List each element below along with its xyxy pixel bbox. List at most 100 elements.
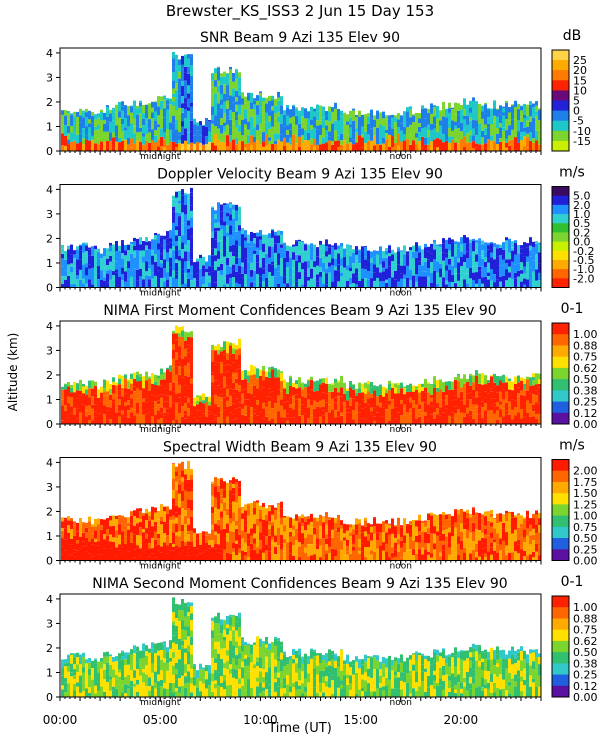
- data-cell: [376, 412, 379, 424]
- data-cell: [367, 384, 370, 392]
- data-cell: [202, 534, 205, 539]
- data-cell: [463, 129, 466, 137]
- data-cell: [211, 481, 214, 484]
- data-cell: [109, 261, 112, 270]
- data-cell: [181, 212, 184, 224]
- data-cell: [538, 242, 541, 245]
- data-cell: [319, 240, 322, 245]
- data-cell: [154, 235, 157, 240]
- data-cell: [481, 258, 484, 267]
- data-cell: [262, 268, 265, 274]
- data-cell: [319, 111, 322, 121]
- data-cell: [406, 412, 409, 424]
- data-cell: [472, 238, 475, 241]
- data-cell: [418, 549, 421, 561]
- data-cell: [352, 139, 355, 145]
- data-cell: [301, 382, 304, 384]
- data-cell: [175, 209, 178, 213]
- data-cell: [388, 244, 391, 246]
- data-cell: [178, 65, 181, 72]
- data-cell: [298, 244, 301, 253]
- data-cell: [397, 402, 400, 413]
- data-cell: [190, 192, 193, 196]
- data-cell: [109, 407, 112, 419]
- colorbar-swatch: [552, 323, 569, 335]
- data-cell: [307, 407, 310, 419]
- data-cell: [67, 414, 70, 418]
- data-cell: [439, 125, 442, 134]
- data-cell: [184, 102, 187, 110]
- data-cell: [127, 144, 130, 151]
- data-cell: [61, 244, 64, 249]
- data-cell: [172, 254, 175, 263]
- data-cell: [148, 279, 151, 288]
- data-cell: [214, 214, 217, 219]
- data-cell: [190, 383, 193, 393]
- data-cell: [394, 257, 397, 265]
- data-cell: [325, 512, 328, 514]
- data-cell: [427, 404, 430, 408]
- data-cell: [460, 240, 463, 245]
- data-cell: [199, 537, 202, 545]
- data-cell: [517, 245, 520, 254]
- data-cell: [280, 96, 283, 106]
- data-cell: [361, 387, 364, 393]
- data-cell: [172, 195, 175, 200]
- data-cell: [115, 556, 118, 561]
- data-cell: [304, 521, 307, 531]
- data-cell: [256, 540, 259, 548]
- data-cell: [505, 118, 508, 130]
- data-cell: [493, 546, 496, 551]
- data-cell: [121, 258, 124, 268]
- data-cell: [319, 244, 322, 249]
- data-cell: [253, 366, 256, 371]
- data-cell: [235, 372, 238, 379]
- data-cell: [454, 527, 457, 533]
- data-cell: [526, 106, 529, 116]
- data-cell: [253, 374, 256, 386]
- data-cell: [202, 393, 205, 397]
- data-cell: [196, 548, 199, 556]
- data-cell: [514, 551, 517, 561]
- data-cell: [505, 410, 508, 415]
- data-cell: [505, 513, 508, 517]
- data-cell: [169, 414, 172, 424]
- data-cell: [145, 245, 148, 250]
- data-cell: [490, 419, 493, 424]
- data-cell: [445, 415, 448, 424]
- data-cell: [226, 233, 229, 237]
- data-cell: [241, 266, 244, 274]
- data-cell: [274, 403, 277, 415]
- data-cell: [445, 108, 448, 118]
- data-cell: [166, 272, 169, 280]
- data-cell: [157, 533, 160, 539]
- data-cell: [175, 471, 178, 477]
- data-cell: [211, 350, 214, 362]
- data-cell: [88, 541, 91, 554]
- data-cell: [106, 141, 109, 151]
- data-cell: [457, 143, 460, 151]
- data-cell: [217, 552, 220, 561]
- data-cell: [346, 134, 349, 144]
- data-cell: [442, 412, 445, 420]
- data-cell: [223, 246, 226, 257]
- data-cell: [493, 386, 496, 399]
- data-cell: [130, 244, 133, 254]
- data-cell: [439, 268, 442, 278]
- data-cell: [442, 550, 445, 561]
- data-cell: [508, 107, 511, 113]
- data-cell: [301, 284, 304, 288]
- data-cell: [349, 142, 352, 151]
- data-cell: [229, 388, 232, 396]
- data-cell: [289, 536, 292, 542]
- data-cell: [319, 378, 322, 385]
- data-cell: [442, 420, 445, 424]
- data-cell: [232, 483, 235, 488]
- data-cell: [61, 276, 64, 285]
- data-cell: [382, 521, 385, 533]
- data-cell: [127, 417, 130, 424]
- data-cell: [235, 359, 238, 370]
- data-cell: [430, 113, 433, 124]
- data-cell: [478, 266, 481, 271]
- data-cell: [304, 397, 307, 408]
